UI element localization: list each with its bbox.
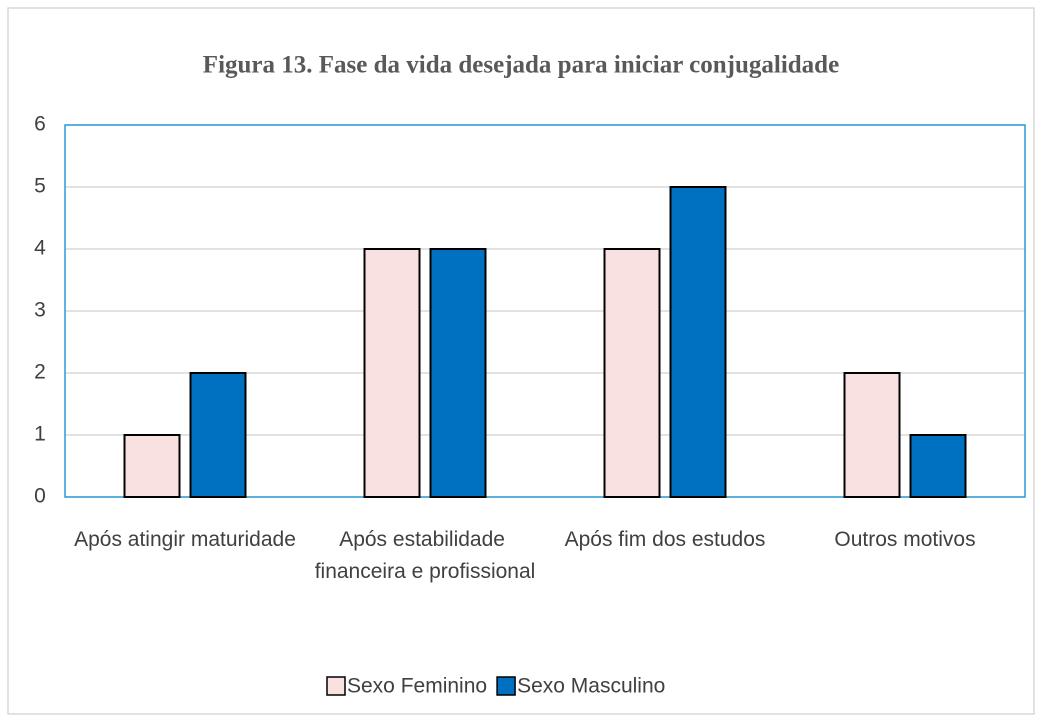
- plot-frame: [64, 124, 1026, 498]
- y-tick-label: 2: [34, 361, 46, 384]
- y-tick-label: 1: [34, 423, 46, 446]
- bar: [669, 186, 727, 498]
- y-tick-label: 4: [34, 237, 46, 260]
- x-tick-label: Após fim dos estudos: [565, 528, 766, 551]
- legend-label: Sexo Feminino: [347, 675, 487, 698]
- legend-label: Sexo Masculino: [517, 675, 665, 698]
- legend-swatch: [326, 676, 346, 696]
- legend-swatch: [496, 676, 516, 696]
- y-tick-label: 6: [34, 113, 46, 136]
- y-tick-label: 3: [34, 299, 46, 322]
- bar: [843, 372, 901, 498]
- x-tick-label: Outros motivos: [834, 528, 975, 551]
- chart-frame: [7, 7, 1035, 715]
- y-tick-label: 5: [34, 175, 46, 198]
- y-tick-label: 0: [34, 485, 46, 508]
- bar: [429, 248, 487, 498]
- bar: [603, 248, 661, 498]
- x-tick-label: Após estabilidade financeira e profissio…: [315, 528, 536, 583]
- x-tick-label: Após atingir maturidade: [74, 528, 296, 551]
- chart-title: Figura 13. Fase da vida desejada para in…: [203, 52, 839, 79]
- bar: [123, 434, 181, 498]
- bar: [909, 434, 967, 498]
- bar: [363, 248, 421, 498]
- bar: [189, 372, 247, 498]
